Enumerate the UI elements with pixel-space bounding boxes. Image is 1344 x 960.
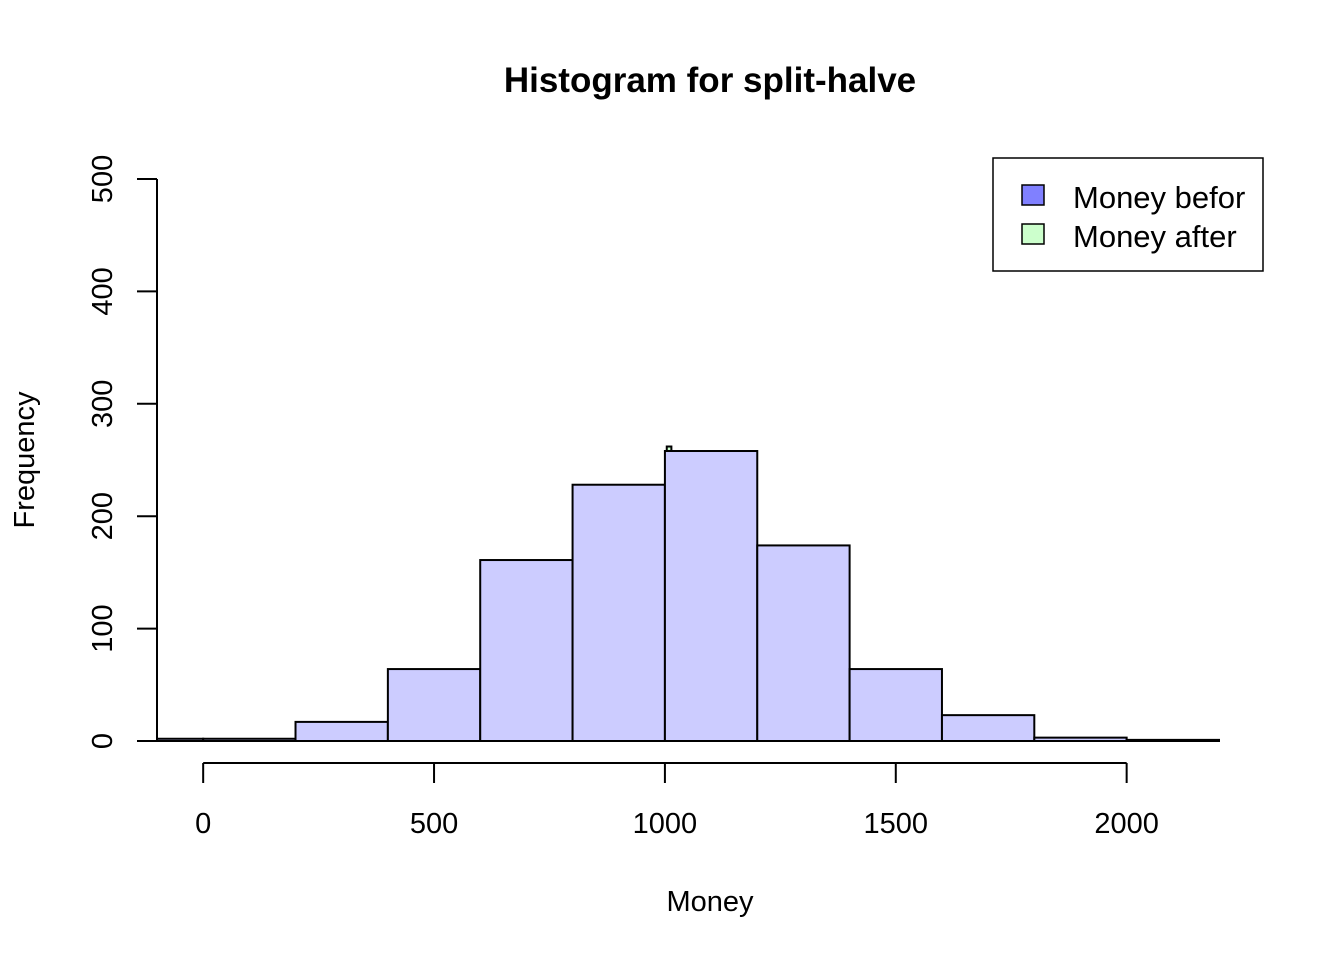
legend-label-money-after: Money after	[1073, 219, 1237, 254]
y-tick-label-0: 0	[87, 733, 119, 749]
money-befor-bar-3	[386, 668, 482, 743]
y-tick-label-4: 400	[87, 267, 119, 315]
y-tick-label-2: 200	[87, 492, 119, 540]
bars-group	[156, 445, 1221, 743]
money-befor-bar-9	[940, 714, 1036, 743]
money-befor-bar-5	[571, 483, 666, 742]
x-tick-label-3: 1500	[864, 808, 929, 840]
legend-box	[992, 157, 1264, 272]
legend-swatch-money-befor	[1021, 184, 1045, 206]
legend-swatch-money-after	[1021, 223, 1045, 245]
x-axis-label: Money	[666, 886, 754, 918]
money-befor-bar-1	[202, 737, 297, 743]
money-befor-bar-8	[848, 668, 943, 743]
money-befor-bar-0	[156, 737, 205, 743]
y-axis-label: Frequency	[9, 391, 41, 529]
y-tick-label-1: 100	[87, 604, 119, 652]
y-tick-label-3: 300	[87, 380, 119, 428]
legend: Money befor Money after	[992, 157, 1264, 272]
money-befor-bar-11	[1125, 738, 1221, 742]
x-axis: 0 500 1000 1500 2000	[195, 762, 1159, 840]
x-tick-label-0: 0	[195, 808, 211, 840]
legend-label-money-befor: Money befor	[1073, 180, 1245, 215]
x-tick-label-1: 500	[410, 808, 458, 840]
x-tick-label-2: 1000	[633, 808, 698, 840]
x-tick-label-4: 2000	[1094, 808, 1159, 840]
y-tick-label-5: 500	[87, 155, 119, 203]
money-befor-bar-2	[294, 720, 389, 743]
money-befor-bar-10	[1033, 736, 1128, 742]
money-befor-bar-6	[663, 450, 759, 742]
chart-title: Histogram for split-halve	[504, 61, 916, 100]
money-befor-bar-4	[479, 559, 574, 743]
y-axis: 0 100 200 300 400 500	[87, 155, 158, 749]
money-befor-bar-7	[756, 544, 851, 743]
